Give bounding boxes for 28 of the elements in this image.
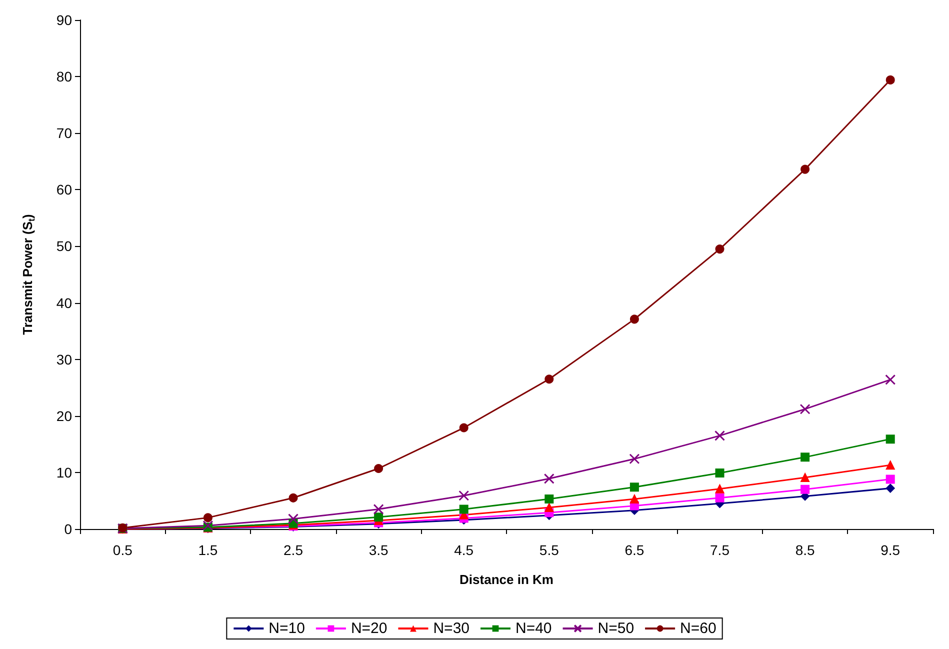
y-tick-label: 40 (56, 294, 72, 311)
x-tick-label: 6.5 (624, 542, 644, 558)
x-tick-label: 2.5 (284, 542, 304, 558)
y-tick-label: 80 (56, 68, 72, 85)
x-tick-label: 5.5 (539, 542, 560, 558)
x-tick-label: 0.5 (112, 542, 133, 558)
y-tick-label: 70 (56, 125, 72, 142)
y-tick-label: 50 (56, 238, 72, 254)
x-tick-label: 4.5 (454, 542, 474, 558)
x-tick-label: 9.5 (880, 542, 900, 558)
y-tick-label: 0 (64, 521, 72, 537)
legend-label: N=50 (598, 620, 634, 637)
y-tick-label: 60 (56, 182, 72, 198)
y-tick-label: 30 (56, 351, 72, 368)
legend-label: N=30 (433, 620, 470, 637)
y-axis-title: Transmit Power (St) (20, 214, 36, 335)
y-tick-label: 10 (56, 464, 72, 480)
x-tick-label: 1.5 (198, 542, 218, 558)
y-tick-label: 20 (56, 408, 72, 424)
x-tick-label: 3.5 (368, 542, 388, 558)
x-axis-title: Distance in Km (460, 572, 554, 587)
legend-label: N=10 (268, 620, 305, 637)
legend-label: N=40 (516, 620, 552, 637)
y-tick-label: 90 (56, 12, 72, 28)
x-tick-label: 8.5 (795, 542, 815, 558)
legend-label: N=60 (680, 620, 716, 637)
legend-label: N=20 (350, 620, 388, 637)
x-tick-label: 7.5 (710, 542, 730, 558)
